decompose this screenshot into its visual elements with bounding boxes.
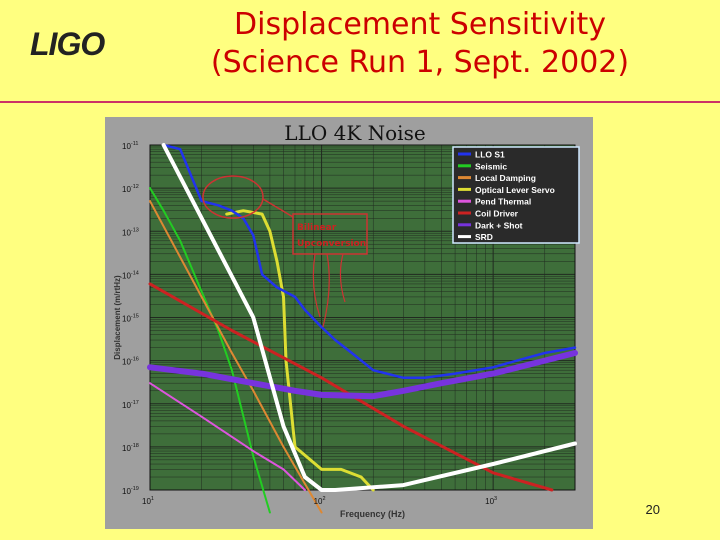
y-tick-label: 10-18 xyxy=(122,443,139,453)
ligo-logo: LIGO xyxy=(30,26,105,62)
legend-label-llo-s1: LLO S1 xyxy=(475,150,505,160)
y-tick-label: 10-11 xyxy=(122,141,138,151)
series-line-srd xyxy=(161,143,577,492)
legend-label-dark-shot: Dark + Shot xyxy=(475,220,523,230)
annotation-leader xyxy=(262,198,294,218)
annotation-line-1: Bilinear xyxy=(297,223,337,233)
series-line-local-damping xyxy=(149,200,323,514)
y-tick-label: 10-13 xyxy=(122,227,139,237)
annotation-box xyxy=(292,213,368,255)
legend-label-seismic: Seismic xyxy=(475,161,507,171)
y-tick-label: 10-15 xyxy=(122,314,139,324)
legend-label-srd: SRD xyxy=(475,232,493,242)
annotation-squiggle-3 xyxy=(339,253,346,303)
series-line-pend-thermal xyxy=(149,382,306,491)
series-line-coil-driver xyxy=(148,282,554,492)
noise-chart: LLO 4K Noise Bilinear Upconversion LLO S1Se… xyxy=(113,121,580,519)
page-number: 20 xyxy=(645,502,660,517)
y-tick-label: 10-19 xyxy=(122,486,139,496)
legend-box xyxy=(452,146,580,244)
chart-title: LLO 4K Noise xyxy=(284,121,425,145)
legend-label-local-damping: Local Damping xyxy=(475,173,536,183)
title-line-1: Displacement Sensitivity xyxy=(234,7,606,42)
legend-label-coil-driver: Coil Driver xyxy=(475,209,519,219)
x-tick-label: 102 xyxy=(314,496,326,506)
legend-label-optical-lever-servo: Optical Lever Servo xyxy=(475,185,555,195)
x-axis-label: Frequency (Hz) xyxy=(340,509,405,519)
y-tick-label: 10-12 xyxy=(122,184,139,194)
annotation-squiggle-1 xyxy=(312,253,321,318)
title-divider xyxy=(0,101,720,103)
slide-title: Displacement Sensitivity (Science Run 1,… xyxy=(150,6,690,82)
title-line-2: (Science Run 1, Sept. 2002) xyxy=(210,45,630,80)
chart-figure: LLO 4K Noise Bilinear Upconversion LLO S1 Se… xyxy=(105,117,593,529)
y-tick-label: 10-14 xyxy=(122,270,139,280)
series-line-llo-s1 xyxy=(162,143,577,380)
series-line-optical-lever-servo xyxy=(225,209,375,492)
y-tick-label: 10-17 xyxy=(122,400,139,410)
annotation-squiggle-2 xyxy=(322,253,330,328)
x-tick-label: 101 xyxy=(142,496,154,506)
y-axis-label: Displacement (m/rtHz) xyxy=(113,275,122,360)
annotation-ellipse xyxy=(202,175,264,219)
y-tick-label: 10-16 xyxy=(122,357,139,367)
x-tick-label: 103 xyxy=(485,496,497,506)
series-line-dark-shot xyxy=(147,350,578,400)
legend-label-pend-thermal: Pend Thermal xyxy=(475,197,531,207)
annotation-line-2: Upconversion xyxy=(297,239,366,249)
